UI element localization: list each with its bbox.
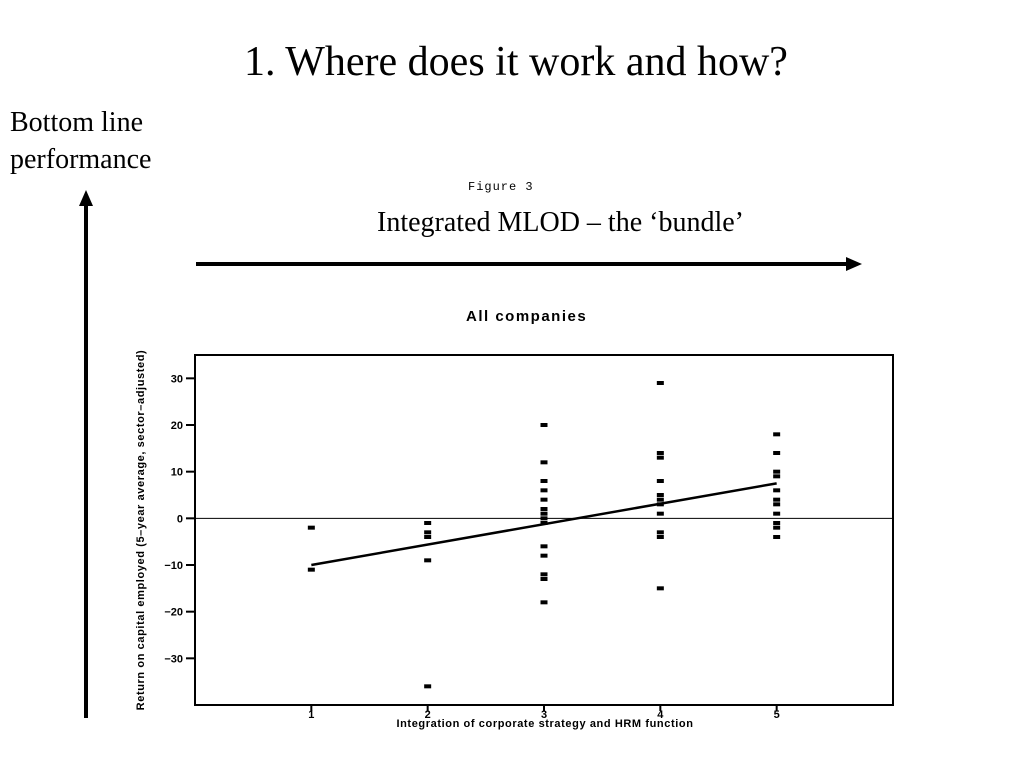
data-point [424,684,432,689]
data-point [656,530,664,535]
data-point [540,488,548,493]
data-point [540,497,548,502]
data-point [307,567,315,572]
data-point [773,525,781,530]
data-point [540,511,548,516]
x-axis-caption: Integrated MLOD – the ‘bundle’ [377,207,744,238]
x-tick-label: 2 [425,709,431,721]
y-caption-line-2: performance [10,144,152,175]
data-point [773,497,781,502]
data-point [540,423,548,427]
data-points [307,381,781,689]
data-point [424,530,432,535]
mlod-arrow-head [846,257,862,271]
data-point [656,535,664,539]
trend-line [311,482,777,567]
y-tick-label: −30 [164,653,183,665]
data-point [656,451,664,455]
data-point [540,572,548,577]
data-point [656,381,664,385]
x-tick-label: 3 [541,709,547,721]
y-tick-label: 20 [171,420,183,432]
data-point [656,586,664,591]
data-point [540,600,548,605]
data-point [424,521,432,525]
x-axis-title: Integration of corporate strategy and HR… [396,718,693,730]
data-point [540,479,548,483]
x-tick-label: 1 [308,709,314,721]
data-point [656,493,664,497]
data-point [540,577,548,581]
data-point [540,544,548,549]
data-point [773,451,781,455]
performance-arrow-head [79,190,93,206]
figure-label: Figure 3 [468,180,534,194]
data-point [773,535,781,539]
y-tick-label: 30 [171,373,183,385]
data-point [540,507,548,511]
data-point [656,455,664,460]
data-point [656,479,664,483]
x-tick-label: 4 [657,709,664,721]
data-point [424,535,432,539]
data-point [656,511,664,516]
data-point [773,432,781,437]
x-tick-label: 5 [774,709,780,721]
data-point [540,460,548,465]
y-tick-label: 0 [177,513,183,525]
data-point [773,502,781,507]
data-point [656,497,664,502]
y-axis-caption: Bottom line performance [10,104,151,178]
data-point [773,521,781,525]
data-point [540,553,548,558]
x-axis-ticks: 1 2 3 4 5 [308,705,780,721]
y-tick-label: −20 [164,607,183,619]
data-point [773,511,781,516]
data-point [424,558,432,563]
data-point [773,474,781,479]
y-axis-title: Return on capital employed (5–year avera… [135,350,147,711]
data-point [773,469,781,474]
y-caption-line-1: Bottom line [10,107,143,138]
plot-frame [194,354,894,706]
data-point [773,488,781,493]
y-tick-label: 10 [171,467,183,479]
chart-title: All companies [466,308,588,325]
data-point [540,516,548,521]
y-axis-ticks: 30 20 10 0 −10 −20 −30 [164,373,195,665]
data-point [307,525,315,530]
slide-title: 1. Where does it work and how? [244,39,788,85]
y-tick-label: −10 [164,560,183,572]
